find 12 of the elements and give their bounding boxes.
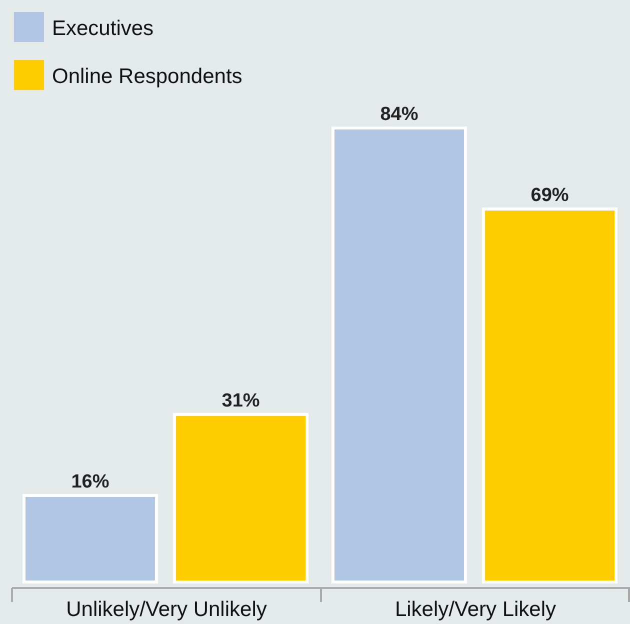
bar: [22, 494, 158, 584]
bar: [173, 412, 308, 584]
bar: [482, 208, 618, 584]
data-label: 69%: [530, 185, 569, 206]
data-label: 16%: [71, 472, 110, 493]
data-label: 84%: [380, 104, 418, 125]
x-tick-label: Unlikely/Very Unlikely: [66, 598, 268, 621]
legend-label: Executives: [52, 17, 154, 40]
data-label: 31%: [222, 390, 260, 412]
bar: [332, 126, 467, 584]
legend-label: Online Respondents: [52, 65, 242, 88]
x-tick-label: Likely/Very Likely: [394, 598, 557, 621]
